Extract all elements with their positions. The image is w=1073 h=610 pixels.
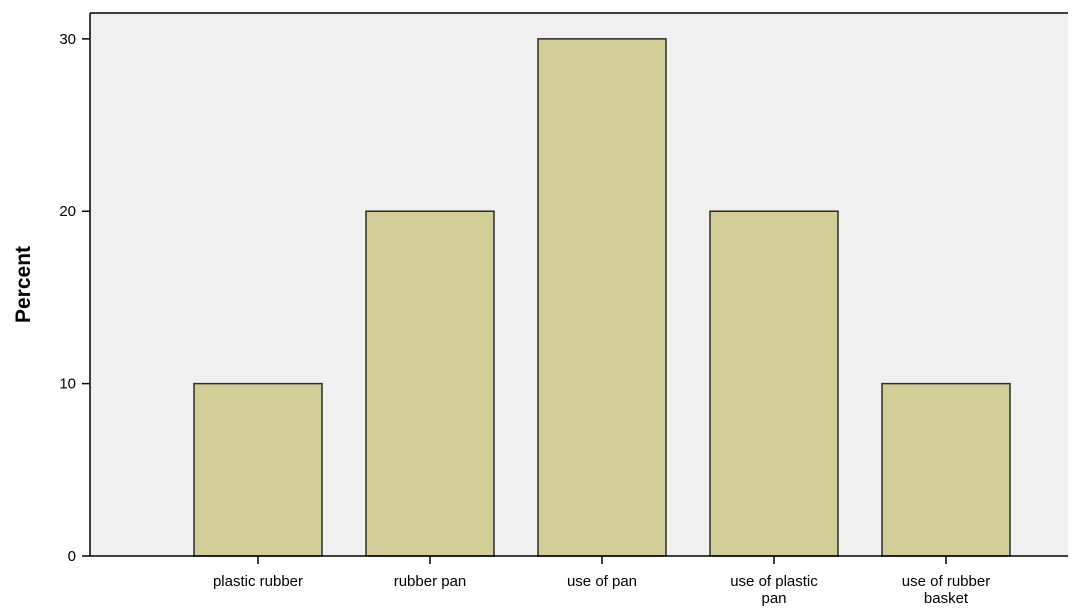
axes-group: 0 10 20 30 plastic rubber rubber pan use of pa… — [59, 12, 1068, 607]
bar — [365, 210, 495, 557]
x-tick-label: basket — [924, 590, 969, 607]
y-tick-label: 30 — [59, 31, 76, 48]
x-tick-label: rubber pan — [394, 573, 467, 590]
y-tick-label: 10 — [59, 376, 76, 393]
x-tick-label: use of pan — [567, 573, 637, 590]
bar — [881, 382, 1011, 557]
x-tick-label: plastic rubber — [213, 573, 303, 590]
y-tick-label: 20 — [59, 203, 76, 220]
x-tick-label: use of rubber — [902, 573, 990, 590]
bars-group — [193, 38, 1011, 557]
y-tick-label: 0 — [68, 548, 76, 565]
x-tick-label: pan — [761, 590, 786, 607]
y-axis-label: Percent — [12, 246, 35, 323]
bar — [537, 38, 667, 557]
bar — [709, 210, 839, 557]
x-tick-label: use of plastic — [730, 573, 818, 590]
bar — [193, 382, 323, 557]
